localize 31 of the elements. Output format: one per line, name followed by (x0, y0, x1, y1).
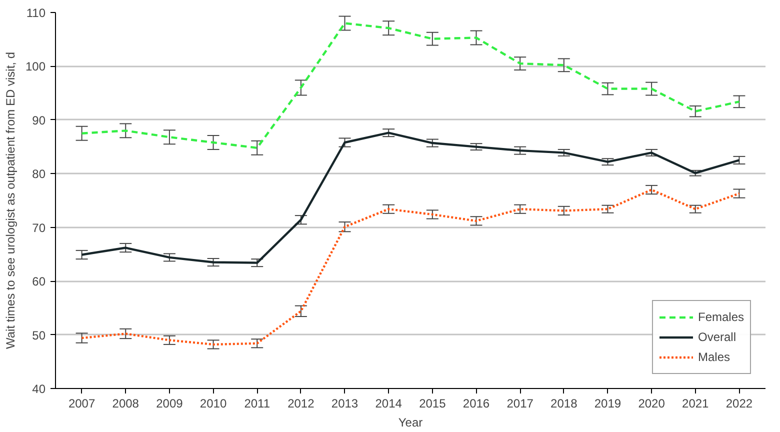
x-tick-label: 2020 (638, 396, 666, 410)
line-series (80, 22, 740, 149)
x-tick-label: 2009 (156, 396, 184, 410)
y-axis-title: Wait times to see urologist as outpatient from ED visit, d (3, 52, 18, 350)
legend-label: Overall (698, 330, 736, 344)
line-series (80, 132, 740, 264)
x-tick-label: 2015 (419, 396, 446, 410)
x-tick-label: 2021 (682, 396, 710, 410)
x-tick-label: 2022 (726, 396, 753, 410)
y-tick-label: 80 (32, 167, 46, 182)
x-tick-label: 2014 (375, 396, 402, 410)
x-tick-label: 2010 (200, 396, 227, 410)
y-tick-label: 70 (32, 220, 46, 235)
legend-label: Males (698, 350, 730, 364)
x-tick-label: 2008 (112, 396, 140, 410)
x-tick-label: 2018 (550, 396, 578, 410)
x-tick-label: 2007 (68, 396, 96, 410)
x-tick-label: 2019 (594, 396, 622, 410)
x-tick-label: 2017 (506, 396, 534, 410)
legend-label: Females (698, 310, 744, 324)
x-tick-label: 2016 (462, 396, 490, 410)
y-tick-label: 110 (26, 6, 46, 20)
y-tick-label: 90 (32, 113, 46, 128)
y-tick-label: 40 (32, 382, 46, 396)
y-tick-label: 100 (25, 60, 46, 74)
y-tick-label: 50 (32, 328, 46, 342)
x-tick-label: 2011 (244, 396, 270, 410)
x-axis-title: Year (398, 416, 423, 430)
y-tick-label: 60 (32, 274, 46, 289)
x-tick-label: 2013 (331, 396, 358, 410)
x-tick-label: 2012 (288, 396, 315, 410)
